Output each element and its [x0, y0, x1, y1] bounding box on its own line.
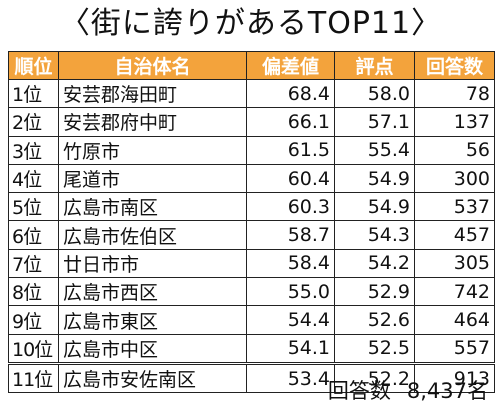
municipality-cell: 広島市東区	[58, 305, 247, 335]
municipality-cell: 広島市中区	[58, 333, 247, 364]
page-title: 〈街に誇りがあるTOP11〉	[59, 6, 443, 41]
municipality-cell: 広島市安佐南区	[58, 361, 247, 394]
deviation-cell: 61.5	[246, 135, 335, 165]
municipality-cell: 尾道市	[58, 163, 247, 194]
responses-cell: 457	[414, 220, 495, 250]
rank-cell: 1位	[8, 78, 59, 109]
column-header-responses: 回答数	[414, 51, 495, 80]
responses-cell: 557	[414, 333, 495, 364]
municipality-cell: 広島市佐伯区	[58, 220, 247, 250]
column-header-deviation: 偏差値	[246, 51, 335, 80]
responses-cell: 305	[414, 248, 495, 279]
total-responses-label: 回答数	[327, 379, 391, 403]
municipality-cell: 広島市西区	[58, 277, 247, 307]
responses-cell: 742	[414, 277, 495, 307]
municipality-cell: 竹原市	[58, 135, 247, 165]
total-responses: 回答数 8,437名	[328, 377, 488, 405]
rank-cell: 5位	[8, 192, 59, 222]
table-header-row: 順位 自治体名 偏差値 評点 回答数	[8, 51, 495, 80]
score-cell: 52.2	[334, 361, 415, 394]
column-header-rank: 順位	[8, 51, 59, 80]
deviation-cell: 53.4	[246, 361, 335, 394]
score-cell: 58.0	[334, 78, 415, 109]
responses-cell: 300	[414, 163, 495, 194]
table-row: 5位 広島市南区 60.3 54.9 537	[8, 192, 495, 222]
table-row: 3位 竹原市 61.5 55.4 56	[8, 135, 495, 165]
table-row: 7位 廿日市市 58.4 54.2 305	[8, 248, 495, 279]
table-row: 1位 安芸郡海田町 68.4 58.0 78	[8, 78, 495, 109]
rank-cell: 7位	[8, 248, 59, 279]
rank-cell: 10位	[8, 333, 59, 364]
table-row: 9位 広島市東区 54.4 52.6 464	[8, 305, 495, 335]
column-header-municipality: 自治体名	[58, 51, 247, 80]
ranking-table: 順位 自治体名 偏差値 評点 回答数 1位 安芸郡海田町 68.4 58.0 7…	[8, 51, 495, 394]
score-cell: 57.1	[334, 107, 415, 137]
rank-cell: 8位	[8, 277, 59, 307]
rank-cell: 4位	[8, 163, 59, 194]
score-cell: 55.4	[334, 135, 415, 165]
deviation-cell: 54.4	[246, 305, 335, 335]
municipality-cell: 安芸郡府中町	[58, 107, 247, 137]
rank-cell: 2位	[8, 107, 59, 137]
table-row: 8位 広島市西区 55.0 52.9 742	[8, 277, 495, 307]
responses-cell: 464	[414, 305, 495, 335]
score-cell: 54.9	[334, 163, 415, 194]
rank-cell: 6位	[8, 220, 59, 250]
municipality-cell: 安芸郡海田町	[58, 78, 247, 109]
deviation-cell: 60.3	[246, 192, 335, 222]
responses-cell: 78	[414, 78, 495, 109]
score-cell: 54.3	[334, 220, 415, 250]
responses-cell: 137	[414, 107, 495, 137]
municipality-cell: 広島市南区	[58, 192, 247, 222]
rank-cell: 9位	[8, 305, 59, 335]
responses-cell: 537	[414, 192, 495, 222]
column-header-score: 評点	[334, 51, 415, 80]
table-row: 6位 広島市佐伯区 58.7 54.3 457	[8, 220, 495, 250]
score-cell: 52.6	[334, 305, 415, 335]
responses-cell: 913	[414, 361, 495, 394]
responses-cell: 56	[414, 135, 495, 165]
deviation-cell: 54.1	[246, 333, 335, 364]
deviation-cell: 60.4	[246, 163, 335, 194]
total-responses-value: 8,437名	[406, 379, 488, 403]
table-row: 10位 広島市中区 54.1 52.5 557	[8, 333, 495, 364]
rank-cell: 11位	[8, 361, 59, 394]
rank-cell: 3位	[8, 135, 59, 165]
deviation-cell: 55.0	[246, 277, 335, 307]
deviation-cell: 68.4	[246, 78, 335, 109]
deviation-cell: 58.7	[246, 220, 335, 250]
table-row: 4位 尾道市 60.4 54.9 300	[8, 163, 495, 194]
table-row: 11位 広島市安佐南区 53.4 52.2 913	[8, 361, 495, 394]
score-cell: 52.5	[334, 333, 415, 364]
deviation-cell: 58.4	[246, 248, 335, 279]
score-cell: 54.2	[334, 248, 415, 279]
table-row: 2位 安芸郡府中町 66.1 57.1 137	[8, 107, 495, 137]
score-cell: 52.9	[334, 277, 415, 307]
score-cell: 54.9	[334, 192, 415, 222]
municipality-cell: 廿日市市	[58, 248, 247, 279]
deviation-cell: 66.1	[246, 107, 335, 137]
